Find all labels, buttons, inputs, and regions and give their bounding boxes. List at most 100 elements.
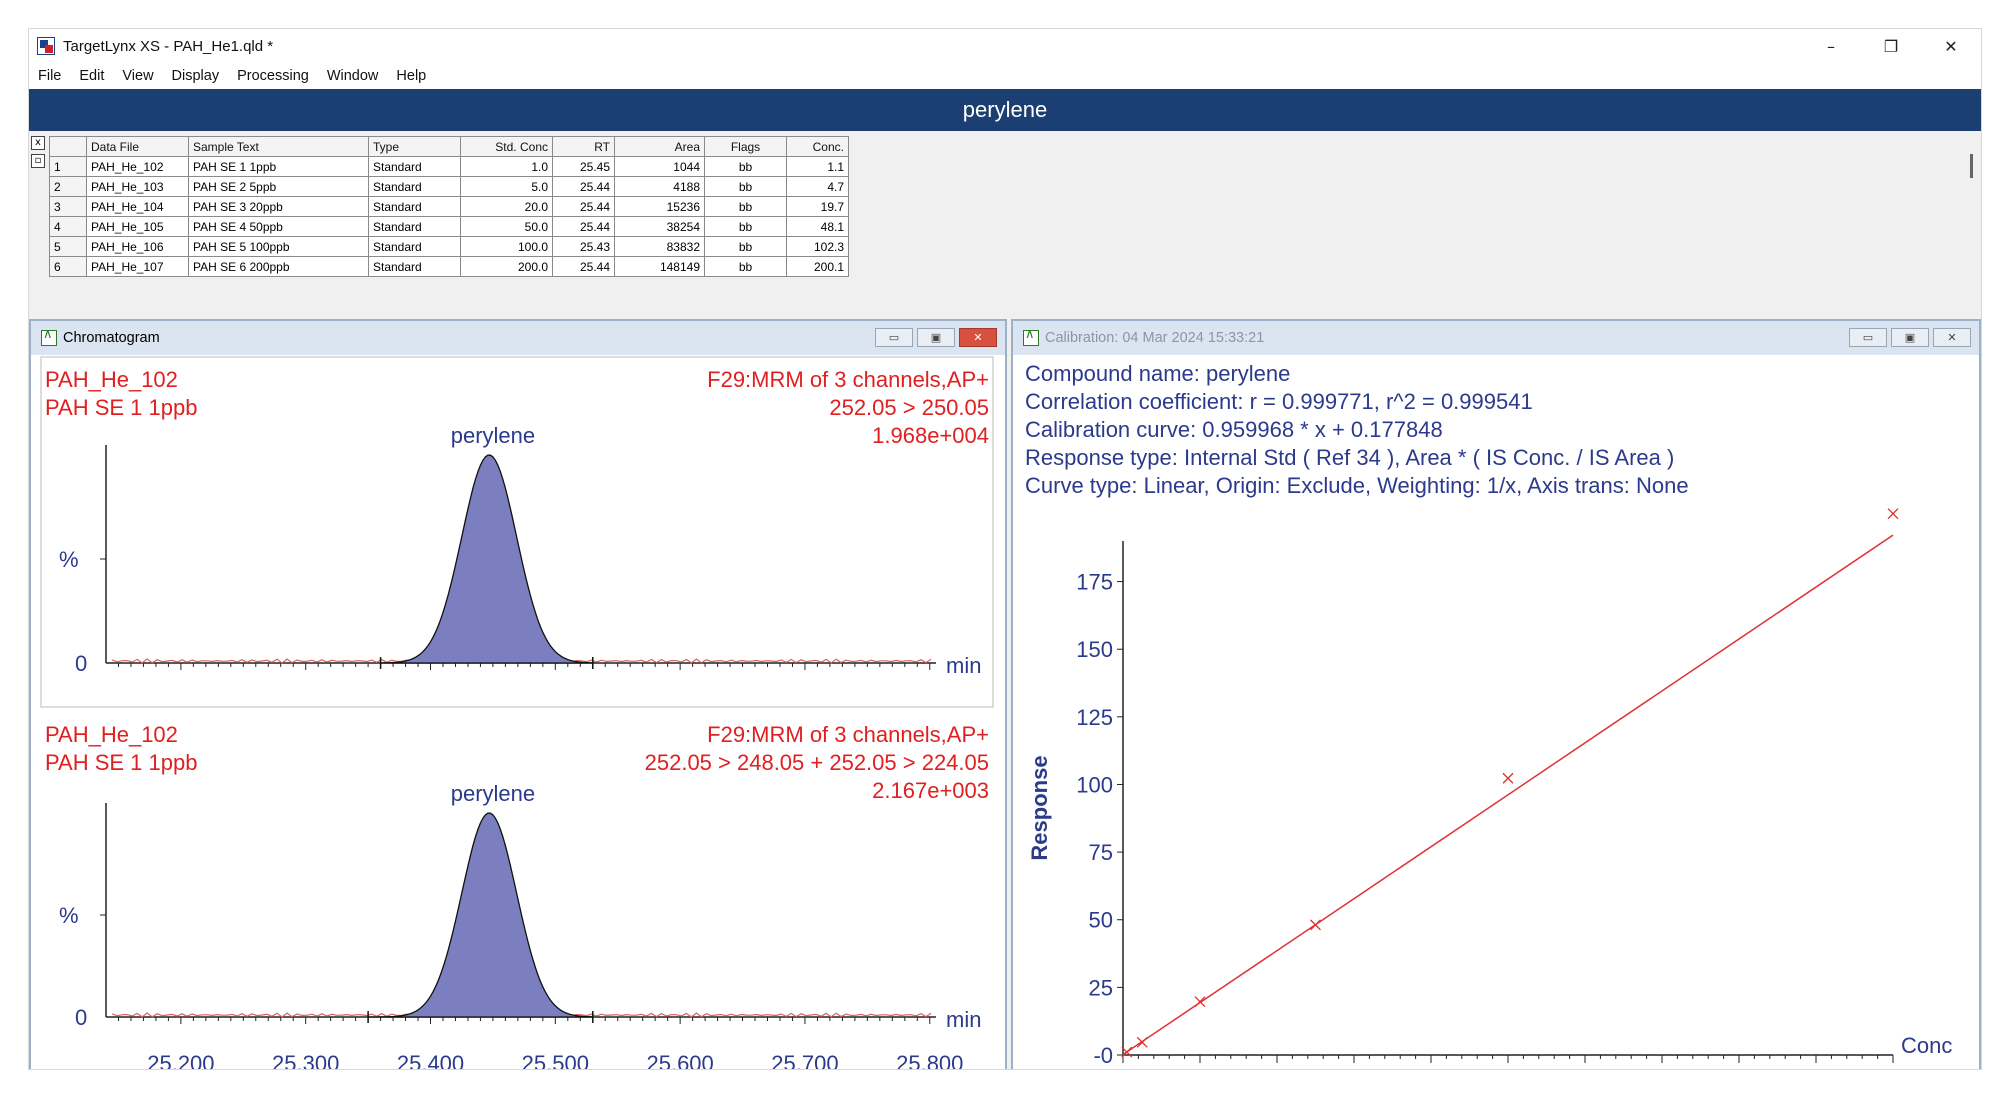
y-tick-label: 125 [1076,705,1113,730]
cell-conc: 200.1 [786,256,849,277]
peak-area [379,454,594,664]
menu-display[interactable]: Display [171,68,220,84]
point-mark [1502,772,1514,784]
calibration-plot[interactable]: Compound name: perylene Correlation coeff… [1013,355,1979,1070]
peak-label: perylene [451,781,535,806]
cell-type: Standard [368,196,461,217]
cell-row-number: 5 [49,236,87,257]
cell-flags: bb [704,236,787,257]
table-row[interactable]: 2 PAH_He_103 PAH SE 2 5ppb Standard 5.0 25.44… [49,176,849,197]
cell-flags: bb [704,196,787,217]
calibration-point [1194,996,1206,1008]
trace-function: F29:MRM of 3 channels,AP+ [707,367,989,392]
cell-std-conc: 1.0 [460,156,553,177]
calibration-icon [1023,327,1039,346]
close-button[interactable]: ✕ [1944,36,1958,56]
calibration-info-line: Response type: Internal Std ( Ref 34 ), … [1025,445,1674,470]
column-header-conc[interactable]: Conc. [786,136,849,157]
trace-transition: 252.05 > 248.05 + 252.05 > 224.05 [645,750,989,775]
chromatogram-plot[interactable]: PAH_He_102 PAH SE 1 1ppb F29:MRM of 3 chan… [31,355,1005,1070]
y-tick-label: -0 [1093,1043,1113,1068]
cell-rt: 25.44 [552,216,615,237]
x-axis-label: Conc [1901,1033,1952,1058]
y-tick-label: 100 [1076,772,1113,797]
table-row[interactable]: 3 PAH_He_104 PAH SE 3 20ppb Standard 20.0 25.… [49,196,849,217]
y-tick-label: 25 [1089,975,1113,1000]
cell-std-conc: 20.0 [460,196,553,217]
trace-intensity: 2.167e+003 [872,778,989,803]
cell-area: 38254 [614,216,705,237]
calibration-info-line: Curve type: Linear, Origin: Exclude, Wei… [1025,473,1689,498]
calibration-close-button[interactable]: ✕ [1933,328,1971,347]
calibration-title: Calibration: 04 Mar 2024 15:33:21 [1045,330,1265,346]
table-row[interactable]: 1 PAH_He_102 PAH SE 1 1ppb Standard 1.0 25.45… [49,156,849,177]
summary-table[interactable]: Data File Sample Text Type Std. Conc RT Area F… [49,136,849,277]
y-zero-label: 0 [75,651,87,676]
calibration-point [1502,772,1514,784]
chromatogram-minimize-button[interactable]: ▭ [875,328,913,347]
chromatogram-panel: Chromatogram ▭ ▣ ✕ PAH_He_102 PAH SE 1 1p… [29,319,1007,1070]
y-tick-label: 175 [1076,570,1113,595]
cell-row-number: 4 [49,216,87,237]
point-mark [1887,508,1899,520]
cell-sample-text: PAH SE 5 100ppb [188,236,369,257]
x-tick-label: 140 [1644,1067,1681,1070]
calibration-fit-line [1122,534,1894,1056]
x-tick-label: 25.800 [896,1051,963,1070]
grid-scrollbar[interactable] [1970,154,1973,178]
x-tick-label: 200 [1875,1067,1912,1070]
x-unit-label: min [946,1007,981,1032]
column-header-data-file[interactable]: Data File [86,136,189,157]
calibration-maximize-button[interactable]: ▣ [1891,328,1929,347]
chromatogram-maximize-button[interactable]: ▣ [917,328,955,347]
calibration-minimize-button[interactable]: ▭ [1849,328,1887,347]
menu-file[interactable]: File [38,68,62,84]
menu-edit[interactable]: Edit [79,68,105,84]
column-header-flags[interactable]: Flags [704,136,787,157]
column-header-sample-text[interactable]: Sample Text [188,136,369,157]
table-row[interactable]: 4 PAH_He_105 PAH SE 4 50ppb Standard 50.0 25.… [49,216,849,237]
cell-rt: 25.44 [552,176,615,197]
cell-area: 148149 [614,256,705,277]
title-bar: TargetLynx XS - PAH_He1.qld * – ❐ ✕ [29,29,1981,63]
cell-sample-text: PAH SE 3 20ppb [188,196,369,217]
table-row[interactable]: 6 PAH_He_107 PAH SE 6 200ppb Standard 200.0 2… [49,256,849,277]
cell-data-file: PAH_He_105 [86,216,189,237]
x-tick-label: 80 [1419,1067,1443,1070]
y-tick-label: 75 [1089,840,1113,865]
cell-flags: bb [704,176,787,197]
chromatogram-close-button[interactable]: ✕ [959,328,997,347]
grid-restore-icon[interactable]: ▫ [31,154,45,168]
cell-sample-text: PAH SE 2 5ppb [188,176,369,197]
trace-intensity: 1.968e+004 [872,423,989,448]
x-tick-label: 40 [1265,1067,1289,1070]
column-header-area[interactable]: Area [614,136,705,157]
column-header-std-conc[interactable]: Std. Conc [460,136,553,157]
app-window: TargetLynx XS - PAH_He1.qld * – ❐ ✕ File… [28,28,1982,1070]
x-tick-label: 60 [1342,1067,1366,1070]
x-tick-label: 25.200 [147,1051,214,1070]
menu-view[interactable]: View [122,68,154,84]
menu-window[interactable]: Window [326,68,379,84]
cell-row-number: 2 [49,176,87,197]
column-header-type[interactable]: Type [368,136,461,157]
y-tick-label: 150 [1076,637,1113,662]
menu-processing[interactable]: Processing [237,68,309,84]
x-tick-label: 180 [1798,1067,1835,1070]
minimize-button[interactable]: – [1827,36,1835,56]
column-header-rt[interactable]: RT [552,136,615,157]
cell-rt: 25.43 [552,236,615,257]
cell-conc: 19.7 [786,196,849,217]
cell-type: Standard [368,156,461,177]
menu-help[interactable]: Help [396,68,427,84]
app-icon [37,37,55,55]
cell-flags: bb [704,256,787,277]
x-tick-label: -0 [1113,1067,1133,1070]
point-mark [1121,1046,1133,1058]
calibration-title-bar: Calibration: 04 Mar 2024 15:33:21 ▭ ▣ ✕ [1013,321,1979,355]
grid-close-icon[interactable]: x [31,136,45,150]
table-row[interactable]: 5 PAH_He_106 PAH SE 5 100ppb Standard 100.0 2… [49,236,849,257]
calibration-info-line: Calibration curve: 0.959968 * x + 0.1778… [1025,417,1443,442]
column-header-row-number[interactable] [49,136,87,157]
restore-button[interactable]: ❐ [1883,36,1899,56]
